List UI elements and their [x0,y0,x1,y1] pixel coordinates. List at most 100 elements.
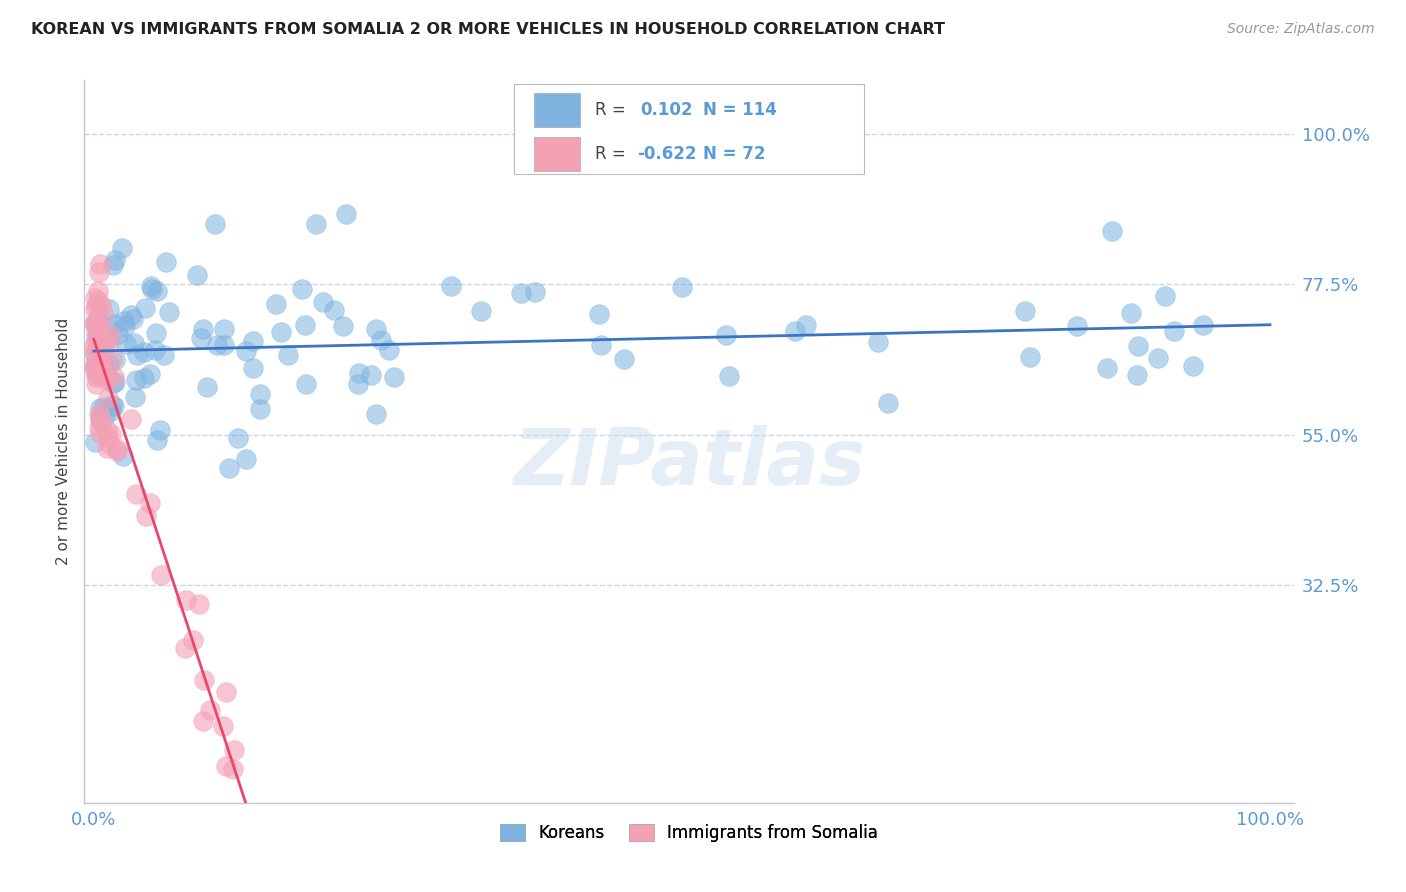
Point [107,327,129,342]
Point [87,420,110,434]
Point [377,343,399,358]
Point [132,371,155,385]
Point [176,592,198,607]
Point [98,327,121,342]
Point [305,218,328,232]
Point [86,354,108,368]
Point [150,567,173,582]
Point [125,373,148,387]
Point [86,317,108,331]
FancyBboxPatch shape [513,84,865,174]
Point [96,320,118,334]
Point [91,361,114,376]
Point [295,377,318,392]
Point [212,719,235,733]
Point [100,426,122,441]
Point [103,370,125,384]
Point [794,318,817,333]
Point [145,326,167,340]
Text: R =: R = [595,145,631,163]
Point [94,372,117,386]
Point [125,487,148,501]
Point [200,703,222,717]
Point [103,317,125,331]
Point [135,508,157,523]
Point [89,409,111,423]
Point [1018,350,1040,364]
Point [97,331,120,345]
Point [235,451,257,466]
Point [91,358,114,372]
Text: KOREAN VS IMMIGRANTS FROM SOMALIA 2 OR MORE VEHICLES IN HOUSEHOLD CORRELATION CH: KOREAN VS IMMIGRANTS FROM SOMALIA 2 OR M… [31,22,945,37]
Point [155,254,177,268]
Point [84,301,107,316]
Point [322,302,344,317]
Point [97,335,120,350]
Point [114,319,136,334]
Point [84,435,107,450]
Point [86,376,108,391]
Point [364,407,387,421]
Point [86,341,108,355]
Point [141,278,163,293]
Point [89,426,111,441]
Point [89,256,111,270]
Point [360,368,382,382]
Point [242,361,264,376]
Point [1147,351,1170,366]
Text: N = 72: N = 72 [703,145,766,163]
Point [1126,338,1149,352]
Point [86,284,108,298]
Point [1121,305,1143,319]
Point [235,344,257,359]
Point [335,207,357,221]
Point [347,366,370,380]
Point [277,348,299,362]
Y-axis label: 2 or more Vehicles in Household: 2 or more Vehicles in Household [56,318,72,566]
Point [877,396,900,410]
Point [134,344,156,359]
Point [97,430,120,444]
Point [212,321,235,335]
Point [86,312,108,326]
Point [104,375,127,389]
Point [509,286,531,301]
Point [105,442,128,457]
Point [134,301,156,315]
Point [84,318,107,332]
Point [294,318,316,332]
Point [86,299,108,313]
Point [84,349,107,363]
Point [149,423,172,437]
Point [89,401,111,415]
Point [523,285,546,299]
Point [86,368,108,383]
Point [89,411,111,425]
Point [868,334,890,349]
Point [291,282,314,296]
Point [101,258,124,272]
Point [191,714,214,728]
Point [783,324,806,338]
Point [87,366,110,380]
Point [91,362,114,376]
Point [588,307,610,321]
Point [1153,289,1175,303]
Point [222,743,245,757]
Point [249,401,271,416]
Text: 0.102: 0.102 [641,101,693,119]
Point [215,685,238,699]
Text: -0.622: -0.622 [637,145,696,163]
Point [96,369,118,384]
Text: Source: ZipAtlas.com: Source: ZipAtlas.com [1227,22,1375,37]
Point [249,386,271,401]
Text: R =: R = [595,101,631,119]
Point [90,415,112,429]
Point [93,401,115,415]
Point [96,423,118,437]
Point [111,242,134,256]
Point [1126,368,1149,382]
Point [90,298,112,312]
Point [84,359,107,374]
Point [122,311,145,326]
